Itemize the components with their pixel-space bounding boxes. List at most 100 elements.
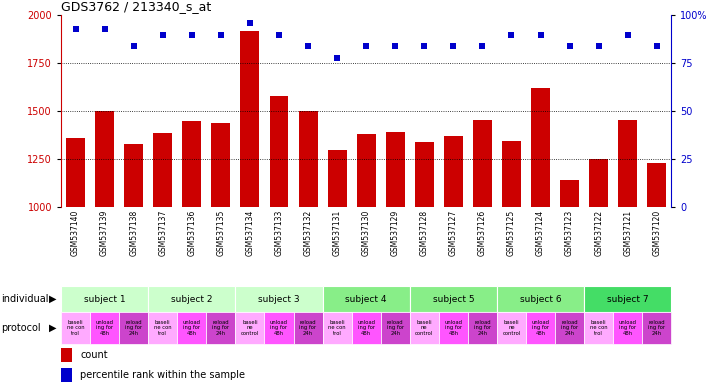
Text: reload
ing for
24h: reload ing for 24h xyxy=(474,319,491,336)
Text: unload
ing for
48h: unload ing for 48h xyxy=(270,319,288,336)
Text: GSM537128: GSM537128 xyxy=(420,210,429,256)
Point xyxy=(360,43,372,49)
Bar xyxy=(124,144,143,207)
Text: ▶: ▶ xyxy=(49,294,56,304)
Point xyxy=(389,43,401,49)
Bar xyxy=(299,111,317,207)
Bar xyxy=(410,286,497,312)
Text: unload
ing for
48h: unload ing for 48h xyxy=(183,319,201,336)
Text: GSM537134: GSM537134 xyxy=(246,210,254,256)
Text: unload
ing for
48h: unload ing for 48h xyxy=(95,319,113,336)
Text: unload
ing for
48h: unload ing for 48h xyxy=(444,319,462,336)
Point xyxy=(447,43,459,49)
Bar xyxy=(381,312,410,344)
Bar xyxy=(618,120,637,207)
Bar xyxy=(182,121,201,207)
Bar xyxy=(415,142,434,207)
Text: GDS3762 / 213340_s_at: GDS3762 / 213340_s_at xyxy=(61,0,211,13)
Text: GSM537138: GSM537138 xyxy=(129,210,138,256)
Text: GSM537125: GSM537125 xyxy=(507,210,516,256)
Text: GSM537136: GSM537136 xyxy=(187,210,196,256)
Text: reload
ing for
24h: reload ing for 24h xyxy=(387,319,404,336)
Bar xyxy=(502,141,521,207)
Bar xyxy=(555,312,584,344)
Text: GSM537132: GSM537132 xyxy=(304,210,312,256)
Bar xyxy=(236,286,322,312)
Bar xyxy=(497,286,584,312)
Text: baseli
ne con
trol: baseli ne con trol xyxy=(154,319,172,336)
Text: GSM537121: GSM537121 xyxy=(623,210,633,256)
Bar xyxy=(294,312,322,344)
Bar xyxy=(386,131,405,207)
Text: GSM537126: GSM537126 xyxy=(478,210,487,256)
Bar xyxy=(206,312,236,344)
Text: GSM537140: GSM537140 xyxy=(71,210,80,256)
Text: count: count xyxy=(80,349,108,359)
Bar xyxy=(468,312,497,344)
Text: GSM537124: GSM537124 xyxy=(536,210,545,256)
Point xyxy=(651,43,663,49)
Text: GSM537129: GSM537129 xyxy=(391,210,400,256)
Point xyxy=(477,43,488,49)
Point xyxy=(186,31,197,38)
Text: reload
ing for
24h: reload ing for 24h xyxy=(561,319,578,336)
Bar xyxy=(61,348,72,362)
Bar xyxy=(526,312,555,344)
Text: subject 6: subject 6 xyxy=(520,295,561,304)
Text: percentile rank within the sample: percentile rank within the sample xyxy=(80,370,246,380)
Bar xyxy=(444,136,463,207)
Point xyxy=(622,31,633,38)
Bar xyxy=(531,88,550,207)
Point xyxy=(419,43,430,49)
Bar xyxy=(61,286,148,312)
Bar xyxy=(560,180,579,207)
Bar xyxy=(352,312,381,344)
Text: baseli
ne con
trol: baseli ne con trol xyxy=(590,319,607,336)
Text: reload
ing for
24h: reload ing for 24h xyxy=(299,319,317,336)
Text: GSM537123: GSM537123 xyxy=(565,210,574,256)
Point xyxy=(332,55,343,61)
Point xyxy=(535,31,546,38)
Bar xyxy=(322,286,410,312)
Point xyxy=(99,26,111,32)
Text: baseli
ne con
trol: baseli ne con trol xyxy=(328,319,346,336)
Text: GSM537120: GSM537120 xyxy=(652,210,661,256)
Bar xyxy=(177,312,206,344)
Bar xyxy=(119,312,148,344)
Text: reload
ing for
24h: reload ing for 24h xyxy=(648,319,666,336)
Text: GSM537135: GSM537135 xyxy=(216,210,225,256)
Text: baseli
ne
control: baseli ne control xyxy=(241,319,259,336)
Text: individual: individual xyxy=(1,294,48,304)
Text: GSM537130: GSM537130 xyxy=(362,210,370,256)
Text: GSM537139: GSM537139 xyxy=(100,210,109,256)
Text: protocol: protocol xyxy=(1,323,40,333)
Text: subject 2: subject 2 xyxy=(171,295,213,304)
Bar xyxy=(357,134,376,207)
Text: unload
ing for
48h: unload ing for 48h xyxy=(531,319,549,336)
Bar xyxy=(410,312,439,344)
Point xyxy=(128,43,139,49)
Bar xyxy=(154,134,172,207)
Bar xyxy=(584,312,613,344)
Point xyxy=(215,31,227,38)
Point xyxy=(157,31,169,38)
Bar xyxy=(148,286,236,312)
Bar xyxy=(327,150,347,207)
Bar xyxy=(61,312,90,344)
Bar xyxy=(473,120,492,207)
Bar xyxy=(90,312,119,344)
Text: subject 1: subject 1 xyxy=(84,295,126,304)
Text: GSM537131: GSM537131 xyxy=(332,210,342,256)
Text: reload
ing for
24h: reload ing for 24h xyxy=(125,319,142,336)
Text: baseli
ne
control: baseli ne control xyxy=(503,319,521,336)
Bar xyxy=(236,312,264,344)
Point xyxy=(302,43,314,49)
Point xyxy=(564,43,575,49)
Point xyxy=(244,20,256,26)
Text: subject 5: subject 5 xyxy=(432,295,474,304)
Bar xyxy=(589,159,608,207)
Text: reload
ing for
24h: reload ing for 24h xyxy=(213,319,230,336)
Bar xyxy=(643,312,671,344)
Text: ▶: ▶ xyxy=(49,323,56,333)
Text: baseli
ne
control: baseli ne control xyxy=(415,319,434,336)
